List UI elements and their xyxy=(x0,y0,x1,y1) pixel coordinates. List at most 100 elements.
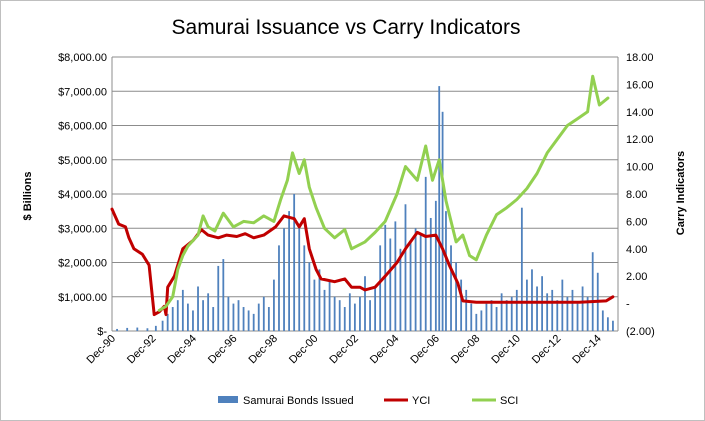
bar xyxy=(571,289,574,331)
right-axis-title: Carry Indicators xyxy=(675,151,687,235)
bar xyxy=(576,303,579,331)
x-tick-label: Dec-02 xyxy=(327,333,361,367)
bar xyxy=(450,245,452,331)
legend-label: YCI xyxy=(412,395,430,407)
bar xyxy=(581,286,584,331)
left-tick-label: $3,000.00 xyxy=(58,223,107,235)
bar xyxy=(359,296,361,331)
x-tick-label: Dec-14 xyxy=(570,333,604,367)
bar xyxy=(546,293,549,331)
bar xyxy=(161,320,164,331)
bar xyxy=(232,303,235,331)
bar xyxy=(495,307,498,331)
bar xyxy=(237,300,240,331)
bar xyxy=(247,310,250,331)
x-tick-label: Dec-06 xyxy=(408,333,442,367)
legend-label: SCI xyxy=(500,395,518,407)
bar xyxy=(181,289,184,331)
right-tick-label: 8.00 xyxy=(626,189,647,201)
bar xyxy=(222,259,225,331)
right-tick-label: 10.00 xyxy=(626,162,654,174)
left-tick-label: $4,000.00 xyxy=(58,189,107,201)
bar xyxy=(348,293,351,331)
right-tick-label: 16.00 xyxy=(626,79,654,91)
x-tick-label: Dec-94 xyxy=(166,333,200,367)
bar xyxy=(526,279,528,331)
bar xyxy=(192,310,194,331)
bar xyxy=(217,265,220,331)
bar xyxy=(257,303,260,331)
bar xyxy=(612,320,614,331)
left-tick-label: $2,000.00 xyxy=(58,258,107,270)
bar xyxy=(434,200,437,331)
bar xyxy=(207,293,210,331)
bar xyxy=(389,238,392,331)
x-tick-label: Dec-08 xyxy=(449,333,483,367)
bar xyxy=(551,289,554,331)
right-tick-label: - xyxy=(626,299,630,311)
bar-series-samurai xyxy=(116,86,614,331)
x-tick-label: Dec-00 xyxy=(287,333,321,367)
bar xyxy=(414,228,417,331)
left-tick-label: $6,000.00 xyxy=(58,121,107,133)
bar xyxy=(510,296,513,331)
right-tick-label: 4.00 xyxy=(626,244,647,256)
bar xyxy=(441,111,444,331)
bar xyxy=(318,269,321,331)
right-axis-ticks: (2.00) - 2.00 4.00 6.00 8.00 10.00 12.00 14.00 16… xyxy=(626,52,655,338)
bar xyxy=(343,307,346,331)
bar xyxy=(369,300,371,331)
bar xyxy=(227,296,230,331)
right-tick-label: 14.00 xyxy=(626,107,654,119)
bar xyxy=(455,262,457,331)
bar xyxy=(429,217,432,331)
right-tick-label: (2.00) xyxy=(626,326,655,338)
bar xyxy=(556,300,559,331)
bar xyxy=(470,303,473,331)
bar xyxy=(283,228,285,331)
bar xyxy=(303,245,306,331)
bar xyxy=(298,228,301,331)
bar xyxy=(536,286,538,331)
x-tick-label: Dec-98 xyxy=(246,333,280,367)
left-tick-label: $- xyxy=(97,326,107,338)
bar xyxy=(505,300,508,331)
bar xyxy=(262,296,265,331)
bar xyxy=(480,310,483,331)
bar xyxy=(136,327,139,331)
bar xyxy=(445,211,447,331)
bar xyxy=(202,300,204,331)
bar xyxy=(116,328,118,331)
bar xyxy=(252,313,255,331)
bar xyxy=(520,207,523,331)
bar xyxy=(379,245,382,331)
legend-label: Samurai Bonds Issued xyxy=(243,395,354,407)
x-tick-label: Dec-10 xyxy=(489,333,523,367)
bar xyxy=(561,279,564,331)
bar xyxy=(212,307,215,331)
x-tick-label: Dec-92 xyxy=(125,333,159,367)
left-tick-label: $1,000.00 xyxy=(58,292,107,304)
bar xyxy=(601,310,604,331)
right-tick-label: 12.00 xyxy=(626,134,654,146)
x-tick-label: Dec-12 xyxy=(530,333,564,367)
legend-swatch xyxy=(218,396,238,403)
right-tick-label: 2.00 xyxy=(626,271,647,283)
bar xyxy=(146,328,149,331)
bar xyxy=(176,300,179,331)
bar xyxy=(353,303,356,331)
chart-title: Samurai Issuance vs Carry Indicators xyxy=(172,16,521,39)
bar xyxy=(288,211,290,331)
bar xyxy=(374,286,377,331)
series-line-sci xyxy=(157,74,610,312)
bar xyxy=(419,235,422,331)
bar xyxy=(333,296,336,331)
bar xyxy=(566,296,569,331)
bar xyxy=(409,241,412,331)
bar xyxy=(586,296,589,331)
bar xyxy=(490,300,493,331)
bar xyxy=(187,303,189,331)
bar xyxy=(308,262,311,331)
